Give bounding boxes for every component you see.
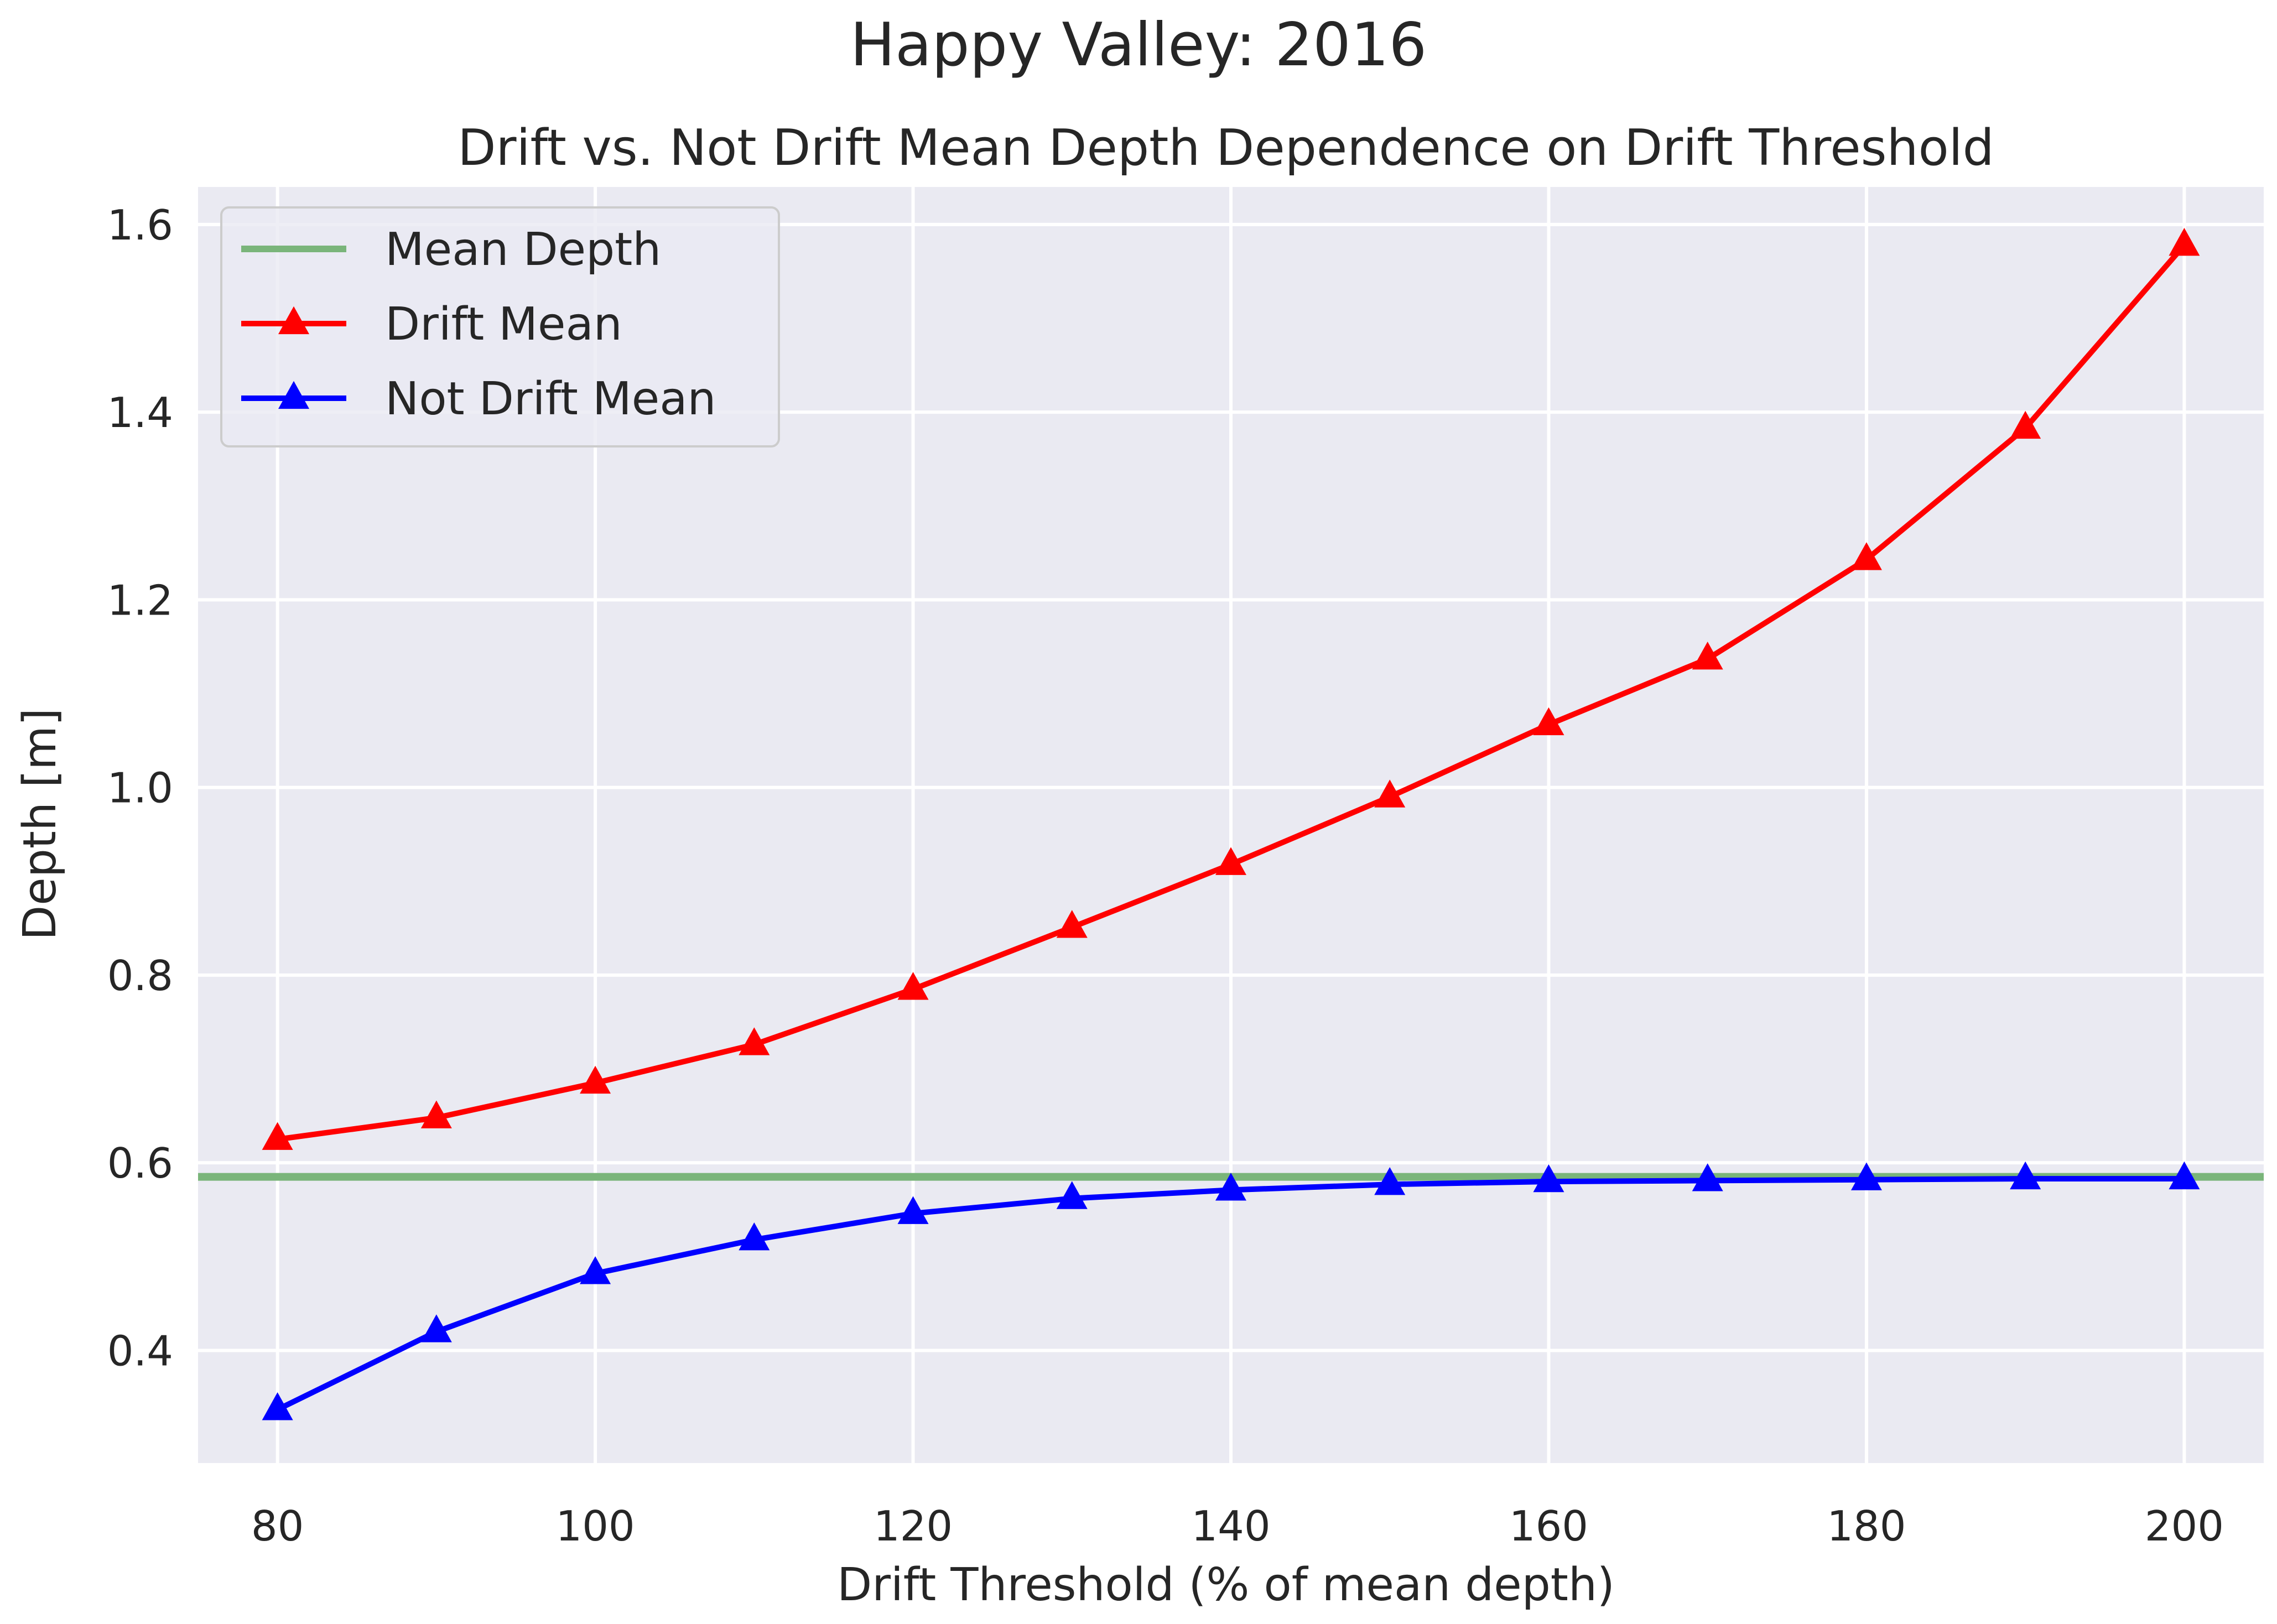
y-tick-label: 1.4 xyxy=(107,388,173,437)
drift-mean-point xyxy=(1850,542,1882,570)
drift-mean-point xyxy=(897,972,929,1000)
not-drift-mean-point xyxy=(1533,1164,1564,1193)
not-drift-mean-point xyxy=(1850,1162,1882,1190)
y-tick-labels: 0.4 0.6 0.8 1.0 1.2 1.4 1.6 xyxy=(107,201,173,1376)
x-tick-label: 80 xyxy=(251,1502,304,1550)
not-drift-mean-point xyxy=(262,1392,293,1420)
not-drift-mean-point xyxy=(580,1256,611,1284)
legend: Mean Depth Drift Mean Not Drift Mean xyxy=(220,206,780,447)
y-tick-label: 1.0 xyxy=(107,764,173,813)
y-axis-label: Depth [m] xyxy=(14,708,66,940)
not-drift-mean-point xyxy=(897,1196,929,1224)
drift-mean-point xyxy=(1374,779,1406,808)
x-tick-label: 160 xyxy=(1509,1502,1588,1550)
drift-mean-point xyxy=(2010,410,2041,439)
legend-drift-mean-label: Drift Mean xyxy=(385,298,622,351)
x-tick-label: 140 xyxy=(1191,1502,1270,1550)
drift-mean-point xyxy=(2169,227,2200,256)
legend-box xyxy=(220,206,780,447)
y-tick-label: 1.6 xyxy=(107,201,173,249)
not-drift-mean-point xyxy=(2010,1161,2041,1190)
legend-mean-depth-label: Mean Depth xyxy=(385,223,661,276)
x-tick-label: 200 xyxy=(2145,1502,2224,1550)
drift-mean-point xyxy=(1533,707,1564,736)
legend-not-drift-mean-marker xyxy=(278,381,309,409)
y-tick-label: 0.6 xyxy=(107,1139,173,1188)
x-tick-labels: 80 100 120 140 160 180 200 xyxy=(251,1502,2224,1550)
legend-drift-mean-marker xyxy=(278,306,309,335)
x-tick-label: 100 xyxy=(555,1502,635,1550)
grid xyxy=(198,187,2264,1463)
x-tick-label: 180 xyxy=(1827,1502,1906,1550)
legend-not-drift-mean-label: Not Drift Mean xyxy=(385,373,716,425)
not-drift-mean-point xyxy=(2169,1161,2200,1190)
not-drift-mean-point xyxy=(739,1222,770,1251)
not-drift-mean-point xyxy=(1692,1163,1723,1191)
x-axis-label: Drift Threshold (% of mean depth) xyxy=(837,1559,1615,1611)
drift-mean-point xyxy=(1056,910,1088,938)
drift-mean-point xyxy=(1692,642,1723,670)
series-layer xyxy=(198,227,2264,1420)
chart-suptitle: Happy Valley: 2016 xyxy=(850,11,1427,80)
drift-mean-point xyxy=(580,1065,611,1094)
drift-mean-point xyxy=(262,1122,293,1150)
chart-title: Drift vs. Not Drift Mean Depth Dependenc… xyxy=(458,119,1994,177)
y-tick-label: 1.2 xyxy=(107,576,173,624)
y-tick-label: 0.4 xyxy=(107,1326,173,1375)
not-drift-mean-point xyxy=(420,1314,452,1342)
drift-mean-point xyxy=(739,1027,770,1055)
y-tick-label: 0.8 xyxy=(107,951,173,1000)
x-tick-label: 120 xyxy=(874,1502,953,1550)
not-drift-mean-point xyxy=(1056,1181,1088,1209)
drift-mean-point xyxy=(420,1100,452,1128)
drift-mean-point xyxy=(1215,847,1246,875)
not-drift-mean-point xyxy=(1374,1167,1406,1195)
not-drift-mean-point xyxy=(1215,1173,1246,1201)
